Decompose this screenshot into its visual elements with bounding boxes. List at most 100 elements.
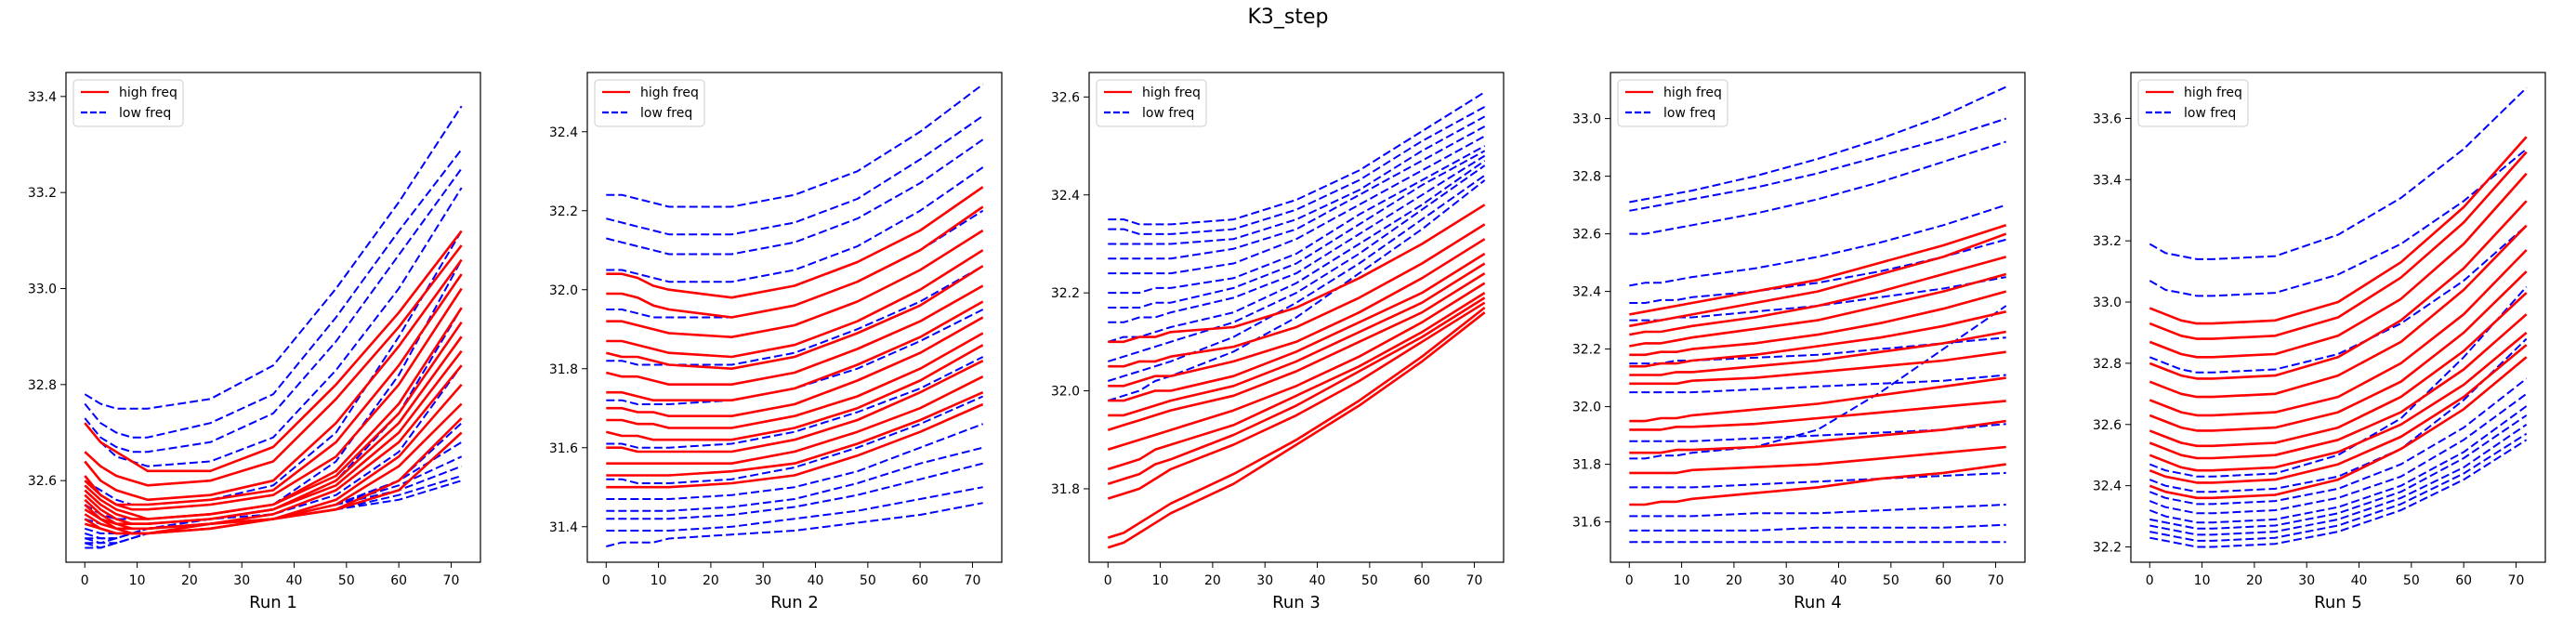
y-tick-label: 32.2 <box>1051 286 1080 301</box>
high-freq-line-7 <box>606 300 984 402</box>
low-freq-line-3 <box>2149 224 2528 374</box>
legend: high freq low freq <box>1617 79 1728 127</box>
y-tick-label: 32.2 <box>549 204 578 219</box>
high-freq-line-9 <box>1107 296 1486 485</box>
y-tick-label: 32.6 <box>2093 418 2122 433</box>
high-freq-line-4 <box>1629 272 2007 348</box>
y-tick-label: 32.0 <box>1572 401 1601 415</box>
low-freq-line-5 <box>2149 337 2528 493</box>
low-freq-line-11 <box>1629 504 2006 518</box>
high-freq-line-8 <box>2149 292 2528 448</box>
x-tick-label: 40 <box>1831 573 1847 588</box>
high-freq-line-12 <box>1107 311 1486 549</box>
high-freq-line-4 <box>84 273 463 506</box>
low-freq-line-8 <box>1629 374 2006 394</box>
x-tick-label: 10 <box>651 573 667 588</box>
legend-high-freq-label: high freq <box>640 85 699 100</box>
high-freq-line-8 <box>1629 350 2006 386</box>
x-axis-label: Run 4 <box>1794 593 1842 612</box>
high-freq-line-5 <box>1629 290 2007 357</box>
y-tick-label: 32.4 <box>2093 480 2122 494</box>
legend: high freq low freq <box>594 79 705 127</box>
x-tick-label: 0 <box>602 573 611 588</box>
low-freq-line-7 <box>606 309 984 405</box>
legend-low-freq-label: low freq <box>1663 106 1715 121</box>
high-freq-line-2 <box>2149 151 2528 340</box>
x-axis-label: Run 5 <box>2314 593 2362 612</box>
low-freq-line-10 <box>1629 471 2006 489</box>
high-freq-line-14 <box>606 402 984 489</box>
subplot-run-5: 0 10 20 30 40 50 60 70 32.2 32.4 32.6 32.8 33.0 33.2 3… <box>2093 72 2546 612</box>
legend-high-freq-label: high freq <box>1142 85 1201 100</box>
x-tick-label: 10 <box>1152 573 1169 588</box>
x-tick-label: 20 <box>1726 573 1742 588</box>
x-axis-label: Run 2 <box>770 593 819 612</box>
x-tick-label: 0 <box>1625 573 1634 588</box>
low-freq-line-3 <box>84 167 463 454</box>
series-group <box>1107 91 1486 549</box>
legend: high freq low freq <box>2137 79 2249 127</box>
y-tick-label: 31.8 <box>549 362 578 377</box>
high-freq-line-3 <box>1108 238 1486 388</box>
low-freq-line-9 <box>2149 414 2528 530</box>
low-freq-line-8 <box>606 356 984 449</box>
axes-frame <box>2130 72 2546 563</box>
x-axis-label: Run 1 <box>249 593 297 612</box>
legend-low-freq-label: low freq <box>1142 106 1194 121</box>
x-tick-label: 60 <box>1935 573 1952 588</box>
low-freq-line-9 <box>1108 160 1486 343</box>
axes-frame <box>586 72 1003 563</box>
axes-frame <box>1610 72 2026 563</box>
low-freq-line-4 <box>2149 285 2528 478</box>
y-tick-label: 33.0 <box>1572 112 1601 127</box>
series-group <box>605 83 984 547</box>
high-freq-line-6 <box>2149 249 2528 417</box>
x-tick-label: 30 <box>233 573 250 588</box>
x-tick-label: 60 <box>2455 573 2472 588</box>
high-freq-line-13 <box>606 391 984 477</box>
x-tick-label: 70 <box>965 573 981 588</box>
high-freq-line-6 <box>605 284 984 387</box>
y-tick-label: 32.0 <box>1051 385 1080 400</box>
high-freq-line-11 <box>2149 344 2528 484</box>
y-tick-label: 33.6 <box>2093 112 2122 126</box>
high-freq-line-2 <box>84 244 463 487</box>
legend-low-freq-label: low freq <box>640 106 692 121</box>
x-tick-label: 60 <box>390 573 407 588</box>
x-tick-label: 60 <box>912 573 928 588</box>
x-tick-label: 30 <box>2298 573 2315 588</box>
high-freq-line-4 <box>606 249 984 359</box>
y-tick-label: 31.8 <box>1051 482 1080 497</box>
low-freq-line-6 <box>2149 377 2528 506</box>
x-tick-label: 40 <box>286 573 303 588</box>
low-freq-line-14 <box>606 502 983 547</box>
x-tick-label: 70 <box>443 573 460 588</box>
high-freq-line-2 <box>606 205 984 319</box>
high-freq-line-8 <box>1107 291 1486 471</box>
low-freq-line-1 <box>84 105 463 410</box>
high-freq-line-12 <box>84 402 463 535</box>
high-freq-line-7 <box>84 321 463 520</box>
low-freq-line-7 <box>1629 336 2006 365</box>
x-tick-label: 0 <box>2146 573 2154 588</box>
legend-high-freq-label: high freq <box>1663 85 1722 100</box>
high-freq-line-3 <box>1629 256 2007 336</box>
high-freq-line-7 <box>1107 282 1486 452</box>
high-freq-line-6 <box>1629 310 2006 368</box>
x-tick-label: 50 <box>1361 573 1378 588</box>
x-tick-label: 50 <box>860 573 876 588</box>
high-freq-line-11 <box>606 360 984 454</box>
y-tick-label: 32.4 <box>549 125 578 140</box>
low-freq-line-1 <box>606 83 984 208</box>
y-tick-label: 31.4 <box>549 520 578 535</box>
low-freq-line-4 <box>84 187 463 467</box>
high-freq-line-9 <box>2149 313 2528 460</box>
legend-low-freq-label: low freq <box>2184 106 2236 121</box>
x-tick-label: 30 <box>755 573 771 588</box>
low-freq-line-4 <box>606 166 984 283</box>
y-tick-label: 32.6 <box>28 474 57 489</box>
figure-title: K3_step <box>1247 6 1329 29</box>
x-tick-label: 20 <box>703 573 719 588</box>
low-freq-line-9 <box>85 422 463 540</box>
high-freq-line-9 <box>1629 376 2006 423</box>
